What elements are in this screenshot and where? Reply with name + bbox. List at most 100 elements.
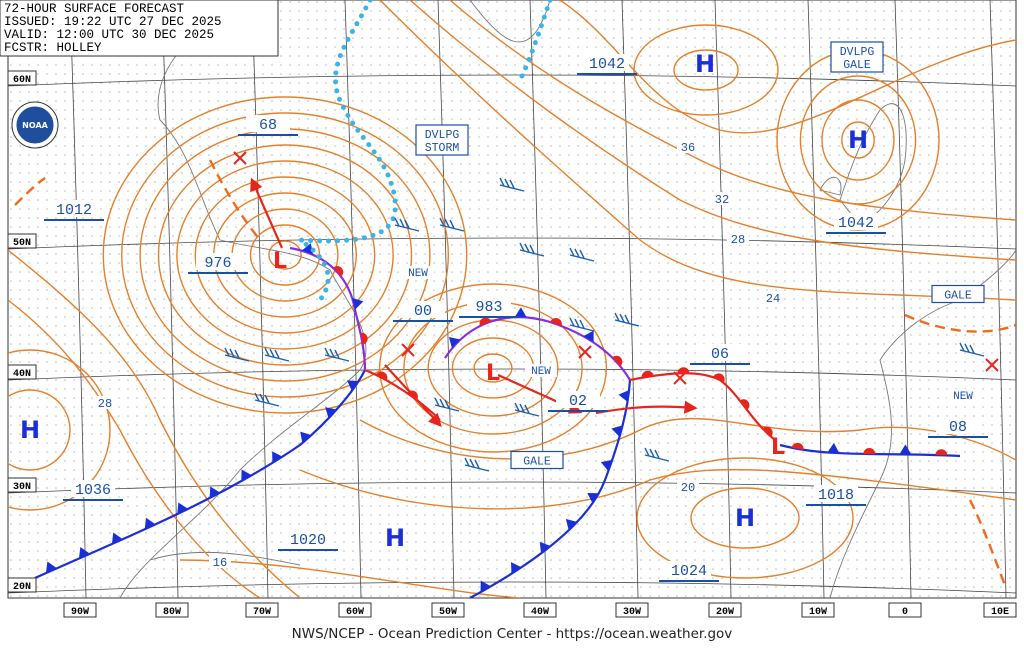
footer: NWS/NCEP - Ocean Prediction Center - htt… <box>292 626 733 642</box>
wind-barb <box>224 347 250 362</box>
header-line: ISSUED: 19:22 UTC 27 DEC 2025 <box>4 15 222 29</box>
front-symbol <box>565 519 578 531</box>
meridian <box>807 0 825 598</box>
pressure-label: 02 <box>569 393 587 410</box>
pressure-label: 983 <box>475 299 502 316</box>
logo-text: NOAA <box>22 121 48 130</box>
pressure-label: 1042 <box>589 56 625 73</box>
pressure-label-bg <box>834 213 878 230</box>
lon-label-box <box>155 602 189 618</box>
front-symbol <box>677 367 690 374</box>
parallel <box>8 237 1016 250</box>
front-symbol <box>739 399 750 410</box>
front <box>469 379 632 598</box>
isobar <box>841 121 875 159</box>
pressure-label: 06 <box>711 346 729 363</box>
lon-label-box <box>615 602 649 618</box>
warning-text: GALE <box>944 290 972 303</box>
meridian <box>437 0 455 598</box>
front-symbol <box>479 317 492 326</box>
front-symbol <box>144 517 156 530</box>
isobar <box>636 457 854 579</box>
lon-label: 70W <box>253 607 271 618</box>
pressure-label: 976 <box>204 255 231 272</box>
front <box>629 372 776 441</box>
header-box <box>0 0 279 57</box>
isobar <box>268 240 302 270</box>
meridian <box>621 0 639 598</box>
wind-barb <box>439 217 465 232</box>
warning-text: GALE <box>523 456 551 469</box>
lat-label: 60N <box>13 75 31 86</box>
lon-label-box <box>245 602 279 618</box>
pressure-label: 1042 <box>838 215 874 232</box>
front-symbol <box>641 370 654 378</box>
wind-barb <box>569 247 595 262</box>
lon-label: 90W <box>71 607 89 618</box>
meridian <box>69 0 87 598</box>
isobar <box>449 0 1016 221</box>
lat-label: 20N <box>13 582 31 593</box>
isobar-label-bg <box>94 396 116 409</box>
isobar-label-bg <box>762 291 784 304</box>
front <box>34 369 366 580</box>
pressure-label-bg <box>71 480 115 497</box>
header-line: VALID: 12:00 UTC 30 DEC 2025 <box>4 28 214 42</box>
meridian <box>529 0 547 598</box>
track-arrow <box>384 364 442 427</box>
new-label-bg <box>525 364 557 377</box>
high-center: H <box>385 524 405 552</box>
wind-barb <box>394 217 420 232</box>
pressure-label: 08 <box>949 419 967 436</box>
wind-barb <box>614 312 640 327</box>
isobar <box>299 468 1016 510</box>
pressure-label-bg <box>196 253 240 270</box>
lat-label-box <box>7 70 37 86</box>
isobar-label: 28 <box>98 397 112 411</box>
front-symbol <box>209 486 221 499</box>
lat-label-box <box>7 364 37 380</box>
isobar <box>559 0 1016 134</box>
isobar-label: 16 <box>213 556 227 570</box>
high-center: H <box>20 416 40 444</box>
isobar <box>102 96 468 414</box>
wind-barb <box>254 392 280 407</box>
x-mark <box>673 371 687 385</box>
front-symbol <box>272 451 283 463</box>
front-symbol <box>618 389 630 402</box>
parallel <box>8 481 1016 494</box>
isobar-label: 32 <box>715 193 729 207</box>
lon-label: 10E <box>991 607 1009 618</box>
isobar <box>409 0 1016 261</box>
x-mark <box>233 151 247 165</box>
front-symbol <box>600 459 613 472</box>
wind-barb <box>264 347 290 362</box>
trough <box>208 159 261 241</box>
header-line: FCSTR: HOLLEY <box>4 41 102 55</box>
lon-label: 20W <box>716 607 734 618</box>
pressure-label-bg <box>698 344 742 361</box>
isobar <box>8 249 301 598</box>
lon-label: 50W <box>439 607 457 618</box>
front-symbol <box>510 562 522 574</box>
fronts-and-features <box>14 0 1016 598</box>
new-label: NEW <box>531 366 551 378</box>
low-center: L <box>273 249 287 274</box>
isobars <box>8 0 1016 598</box>
labels: 90W 80W 70W 60W 50W 40W 30W 20W 10W 0 10E 60N 50N 40N… <box>7 41 1017 618</box>
isobar-label-bg <box>677 140 699 153</box>
pressure-label: 00 <box>414 303 432 320</box>
front-symbol <box>45 561 57 574</box>
front-symbol <box>762 426 773 437</box>
front-symbol <box>352 297 364 310</box>
pressure-label: 1024 <box>671 563 707 580</box>
front-symbol <box>78 547 90 559</box>
pressure-label: 1012 <box>56 202 92 219</box>
high-center: H <box>735 504 755 532</box>
trough <box>968 499 1007 586</box>
wind-barb <box>644 447 670 462</box>
front-symbol <box>935 449 948 456</box>
meridian <box>251 0 269 598</box>
front-symbol <box>863 448 876 455</box>
